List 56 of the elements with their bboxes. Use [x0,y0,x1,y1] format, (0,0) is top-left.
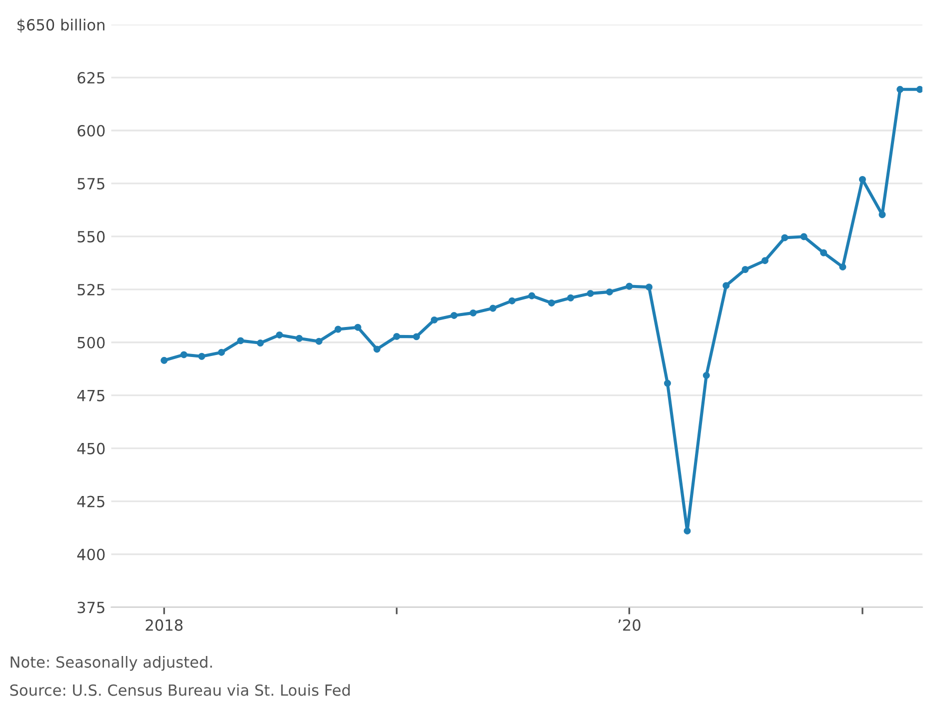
x-tick-label: 2018 [146,619,183,631]
source-note: Source: U.S. Census Bureau via St. Louis Fed [10,684,350,696]
point [742,266,749,273]
point [354,324,362,331]
y-tick-label: 575 [78,178,104,190]
text: Note: Seasonally adjusted. [10,656,212,671]
point [820,249,828,256]
point [896,86,904,93]
y-tick-label: 550 [78,230,105,242]
point [508,297,516,304]
point [684,527,691,534]
point [839,263,846,270]
point [393,332,400,340]
point [567,294,574,302]
y-tick-label: 525 [78,284,104,296]
point [430,316,438,324]
point [626,282,633,290]
point [702,372,710,379]
point [646,284,652,291]
point [800,233,808,240]
y-tick-label: 400 [77,548,105,560]
point [470,309,477,316]
y-tick-label: $650 billion [18,18,104,33]
y-tick-label: 375 [78,602,104,614]
point [218,348,225,356]
y-tick-label: 450 [77,442,105,454]
point [334,326,342,333]
y-tick-label: 425 [77,496,104,508]
point [160,356,168,364]
point [489,304,496,312]
x-tick-label: ’20 [618,619,640,631]
point [256,340,264,346]
point [296,334,303,342]
point [412,333,420,340]
y-tick-label: 500 [78,336,105,348]
point [548,300,555,306]
y-tick-label: 475 [77,390,104,402]
point [198,352,206,360]
point [237,337,244,344]
point [878,211,886,218]
point [859,176,866,183]
point [373,346,380,353]
point [276,331,283,338]
point [916,86,922,93]
point [664,380,671,387]
y-tick-label: 600 [78,124,105,137]
point [450,312,458,319]
point [180,351,188,358]
y-tick-label: 625 [78,72,104,84]
point [586,290,594,297]
point [528,292,536,300]
point [762,257,768,264]
point [722,282,730,290]
point [315,338,322,345]
point [781,234,788,242]
point [606,288,613,296]
